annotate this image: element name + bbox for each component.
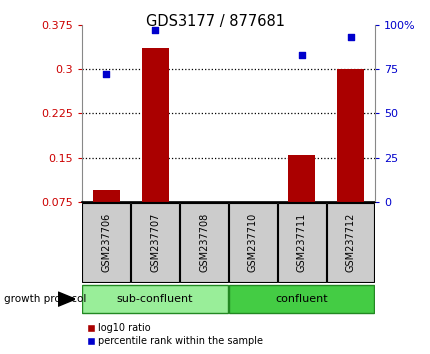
Point <box>346 34 353 40</box>
Point <box>298 52 304 58</box>
Text: GSM237707: GSM237707 <box>150 213 160 272</box>
Bar <box>82 202 130 282</box>
Text: GSM237711: GSM237711 <box>296 213 306 272</box>
Bar <box>228 285 374 314</box>
Text: sub-confluent: sub-confluent <box>117 294 193 304</box>
Text: confluent: confluent <box>275 294 327 304</box>
Bar <box>228 202 276 282</box>
Text: GSM237710: GSM237710 <box>247 213 257 272</box>
Bar <box>180 202 227 282</box>
Text: GSM237706: GSM237706 <box>101 213 111 272</box>
Text: GSM237712: GSM237712 <box>345 213 355 272</box>
Bar <box>326 202 374 282</box>
Bar <box>82 285 227 314</box>
Bar <box>336 69 363 202</box>
Text: growth protocol: growth protocol <box>4 294 86 304</box>
Point <box>151 27 158 33</box>
Bar <box>288 155 314 202</box>
Point <box>103 72 110 77</box>
Bar <box>92 190 120 202</box>
Text: GDS3177 / 877681: GDS3177 / 877681 <box>146 14 284 29</box>
Bar <box>141 48 168 202</box>
Bar <box>277 202 325 282</box>
Polygon shape <box>58 292 75 306</box>
Legend: log10 ratio, percentile rank within the sample: log10 ratio, percentile rank within the … <box>86 324 263 346</box>
Bar <box>131 202 178 282</box>
Text: GSM237708: GSM237708 <box>199 213 209 272</box>
